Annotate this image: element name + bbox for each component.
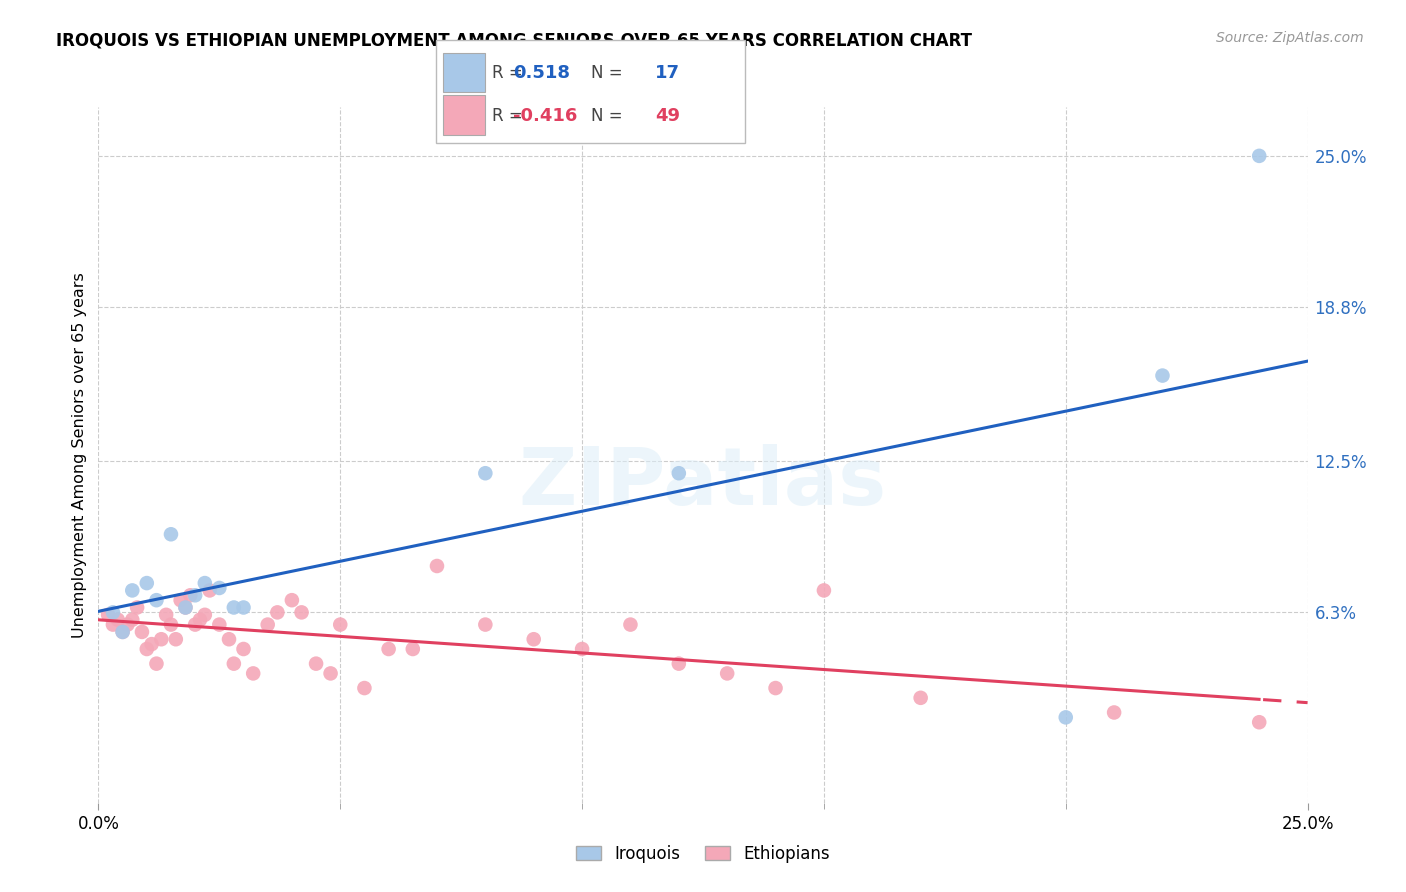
- Point: [1054, 710, 1077, 724]
- Text: N =: N =: [591, 64, 621, 82]
- Text: -0.416: -0.416: [513, 107, 578, 125]
- Point: [290, 606, 312, 620]
- Point: [319, 666, 342, 681]
- Point: [179, 588, 201, 602]
- Point: [910, 690, 932, 705]
- Point: [619, 617, 641, 632]
- Point: [101, 617, 124, 632]
- Text: Source: ZipAtlas.com: Source: ZipAtlas.com: [1216, 31, 1364, 45]
- Point: [1152, 368, 1174, 383]
- Point: [668, 467, 690, 481]
- Point: [218, 632, 240, 647]
- Point: [135, 576, 157, 591]
- Point: [668, 657, 690, 671]
- Point: [571, 642, 593, 657]
- Text: ZIPatlas: ZIPatlas: [519, 443, 887, 522]
- Point: [174, 600, 197, 615]
- Point: [242, 666, 264, 681]
- Point: [305, 657, 328, 671]
- Point: [377, 642, 399, 657]
- Text: R =: R =: [492, 64, 523, 82]
- Point: [198, 583, 221, 598]
- Point: [1249, 149, 1271, 163]
- Point: [474, 617, 496, 632]
- Point: [184, 617, 207, 632]
- Point: [402, 642, 425, 657]
- Point: [813, 583, 835, 598]
- Point: [716, 666, 738, 681]
- Point: [222, 600, 245, 615]
- Point: [160, 527, 183, 541]
- Point: [194, 607, 217, 622]
- Point: [256, 617, 278, 632]
- Point: [121, 583, 143, 598]
- Point: [329, 617, 352, 632]
- Point: [160, 617, 183, 632]
- Text: 49: 49: [655, 107, 681, 125]
- Legend: Iroquois, Ethiopians: Iroquois, Ethiopians: [568, 837, 838, 871]
- Point: [353, 681, 375, 695]
- Point: [101, 606, 124, 620]
- Point: [135, 642, 157, 657]
- Point: [169, 593, 191, 607]
- Point: [222, 657, 245, 671]
- Point: [426, 559, 449, 574]
- Point: [145, 593, 167, 607]
- Point: [131, 624, 153, 639]
- Point: [266, 606, 288, 620]
- Point: [107, 613, 129, 627]
- Point: [208, 617, 231, 632]
- Point: [1249, 715, 1271, 730]
- Point: [188, 613, 211, 627]
- Point: [121, 613, 143, 627]
- Point: [155, 607, 177, 622]
- Text: 0.518: 0.518: [513, 64, 571, 82]
- Text: N =: N =: [591, 107, 621, 125]
- Point: [165, 632, 187, 647]
- Point: [281, 593, 304, 607]
- Point: [1102, 706, 1125, 720]
- Point: [474, 467, 496, 481]
- Point: [184, 588, 207, 602]
- Point: [523, 632, 546, 647]
- Point: [127, 600, 149, 615]
- Y-axis label: Unemployment Among Seniors over 65 years: Unemployment Among Seniors over 65 years: [72, 272, 87, 638]
- Point: [145, 657, 167, 671]
- Point: [111, 624, 134, 639]
- Point: [232, 642, 254, 657]
- Text: IROQUOIS VS ETHIOPIAN UNEMPLOYMENT AMONG SENIORS OVER 65 YEARS CORRELATION CHART: IROQUOIS VS ETHIOPIAN UNEMPLOYMENT AMONG…: [56, 31, 972, 49]
- Point: [97, 607, 120, 622]
- Point: [150, 632, 173, 647]
- Point: [141, 637, 163, 651]
- Text: 17: 17: [655, 64, 681, 82]
- Point: [232, 600, 254, 615]
- Point: [111, 624, 134, 639]
- Point: [208, 581, 231, 595]
- Text: R =: R =: [492, 107, 523, 125]
- Point: [174, 600, 197, 615]
- Point: [194, 576, 217, 591]
- Point: [765, 681, 787, 695]
- Point: [117, 617, 139, 632]
